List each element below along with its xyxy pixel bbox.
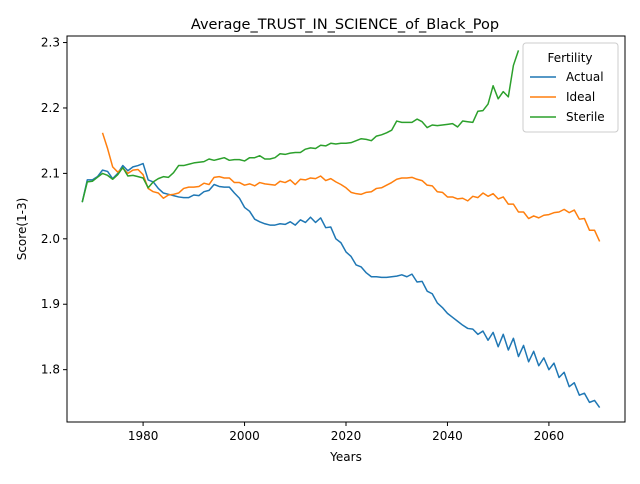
x-tick-label: 2000 (229, 429, 260, 443)
y-tick-label: 2.2 (41, 101, 60, 115)
y-tick-label: 1.9 (41, 297, 60, 311)
x-tick-label: 2060 (534, 429, 565, 443)
series-line-sterile (81, 50, 520, 203)
y-tick-label: 2.0 (41, 232, 60, 246)
x-axis-label: Years (329, 450, 362, 464)
plot-area (81, 50, 601, 409)
y-axis-label: Score(1-3) (15, 198, 29, 261)
y-axis: 1.8 1.9 2.0 2.1 2.2 2.3 (41, 36, 67, 377)
legend: Fertility Actual Ideal Sterile (522, 42, 619, 133)
series-line-actual (81, 162, 601, 409)
x-tick-label: 2040 (432, 429, 463, 443)
y-tick-label: 1.8 (41, 363, 60, 377)
chart-title: Average_TRUST_IN_SCIENCE_of_Black_Pop (191, 17, 499, 33)
legend-label-actual: Actual (566, 70, 604, 84)
legend-title: Fertility (547, 51, 592, 65)
legend-label-ideal: Ideal (566, 90, 595, 104)
series-line-ideal (101, 132, 601, 242)
x-tick-label: 1980 (128, 429, 159, 443)
legend-box (522, 42, 619, 133)
legend-label-sterile: Sterile (566, 110, 605, 124)
y-tick-label: 2.1 (41, 166, 60, 180)
y-tick-label: 2.3 (41, 36, 60, 50)
x-axis: 1980 2000 2020 2040 2060 (128, 422, 564, 443)
x-tick-label: 2020 (331, 429, 362, 443)
